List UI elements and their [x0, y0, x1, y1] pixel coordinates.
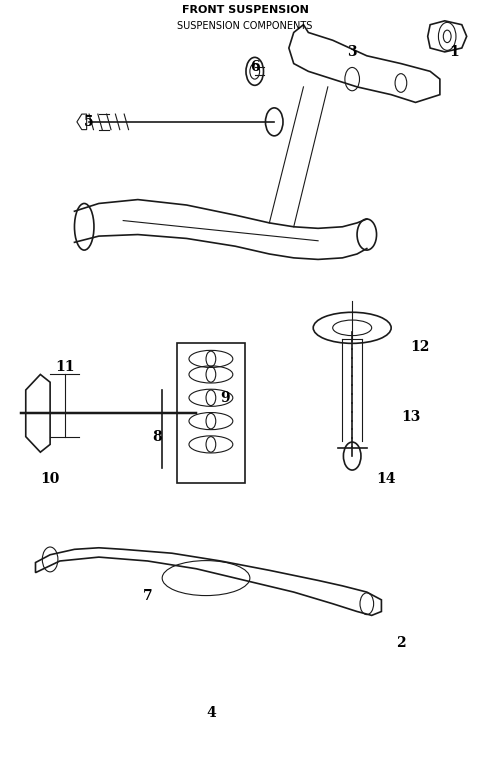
Text: 4: 4: [206, 706, 216, 719]
Text: 10: 10: [40, 473, 60, 487]
Text: 8: 8: [152, 430, 162, 444]
Text: 11: 11: [55, 360, 74, 374]
Text: SUSPENSION COMPONENTS: SUSPENSION COMPONENTS: [177, 21, 313, 31]
Text: 9: 9: [220, 391, 230, 405]
Text: 7: 7: [143, 589, 152, 603]
Text: 13: 13: [401, 410, 420, 424]
Text: 5: 5: [84, 115, 94, 129]
Text: FRONT SUSPENSION: FRONT SUSPENSION: [182, 5, 308, 16]
Text: 14: 14: [376, 473, 396, 487]
Text: 6: 6: [250, 61, 260, 74]
Text: 12: 12: [411, 340, 430, 354]
Text: 3: 3: [347, 45, 357, 59]
Text: 2: 2: [396, 636, 406, 650]
Text: 1: 1: [450, 45, 460, 59]
